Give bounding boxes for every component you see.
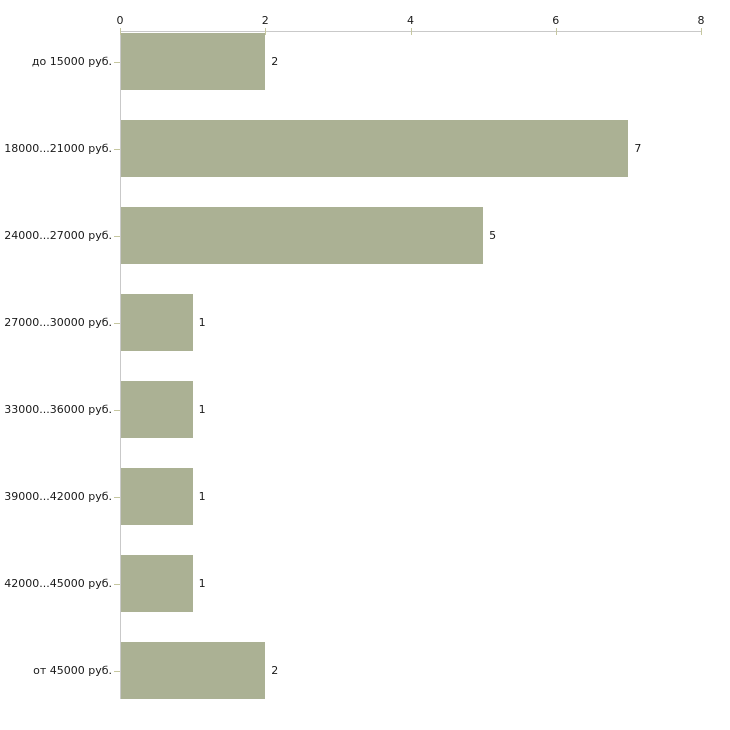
x-axis-tick xyxy=(701,28,702,35)
x-axis-tick xyxy=(555,28,557,35)
y-axis-tick xyxy=(114,409,120,411)
category-label: 27000...30000 руб. xyxy=(4,315,112,329)
x-axis-tick-label: 2 xyxy=(261,14,269,27)
bar-7 xyxy=(121,555,193,612)
value-label: 1 xyxy=(198,576,206,590)
x-axis-tick xyxy=(410,28,412,35)
value-label: 1 xyxy=(198,315,206,329)
category-label: 42000...45000 руб. xyxy=(4,576,112,590)
x-axis-tick-label: 8 xyxy=(697,14,705,27)
value-label: 2 xyxy=(271,663,279,677)
category-label: 24000...27000 руб. xyxy=(4,228,112,242)
bar-8 xyxy=(121,642,266,699)
category-label: 18000...21000 руб. xyxy=(4,141,112,155)
category-label: 33000...36000 руб. xyxy=(4,402,112,416)
bar-3 xyxy=(121,207,484,264)
y-axis-tick xyxy=(114,583,120,585)
category-label: 39000...42000 руб. xyxy=(4,489,112,503)
x-axis-tick-label: 0 xyxy=(116,14,124,27)
category-label: до 15000 руб. xyxy=(31,54,112,68)
bar-2 xyxy=(121,120,629,177)
y-axis-tick xyxy=(114,148,120,150)
value-label: 5 xyxy=(489,228,497,242)
bar-6 xyxy=(121,468,193,525)
y-axis-tick xyxy=(114,235,120,237)
bar-1 xyxy=(121,33,266,90)
bar-4 xyxy=(121,294,193,351)
y-axis-tick xyxy=(114,322,120,324)
value-label: 7 xyxy=(634,141,642,155)
value-label: 1 xyxy=(198,489,206,503)
bar-5 xyxy=(121,381,193,438)
y-axis-tick xyxy=(114,496,120,498)
value-label: 2 xyxy=(271,54,279,68)
category-label: от 45000 руб. xyxy=(33,663,112,677)
x-axis-tick-label: 6 xyxy=(552,14,560,27)
value-label: 1 xyxy=(198,402,206,416)
x-axis-tick xyxy=(265,28,267,35)
x-axis-tick-label: 4 xyxy=(407,14,414,27)
y-axis-line xyxy=(120,31,121,699)
y-axis-tick xyxy=(114,670,120,672)
y-axis-tick xyxy=(114,61,120,63)
x-axis-tick xyxy=(120,28,121,35)
